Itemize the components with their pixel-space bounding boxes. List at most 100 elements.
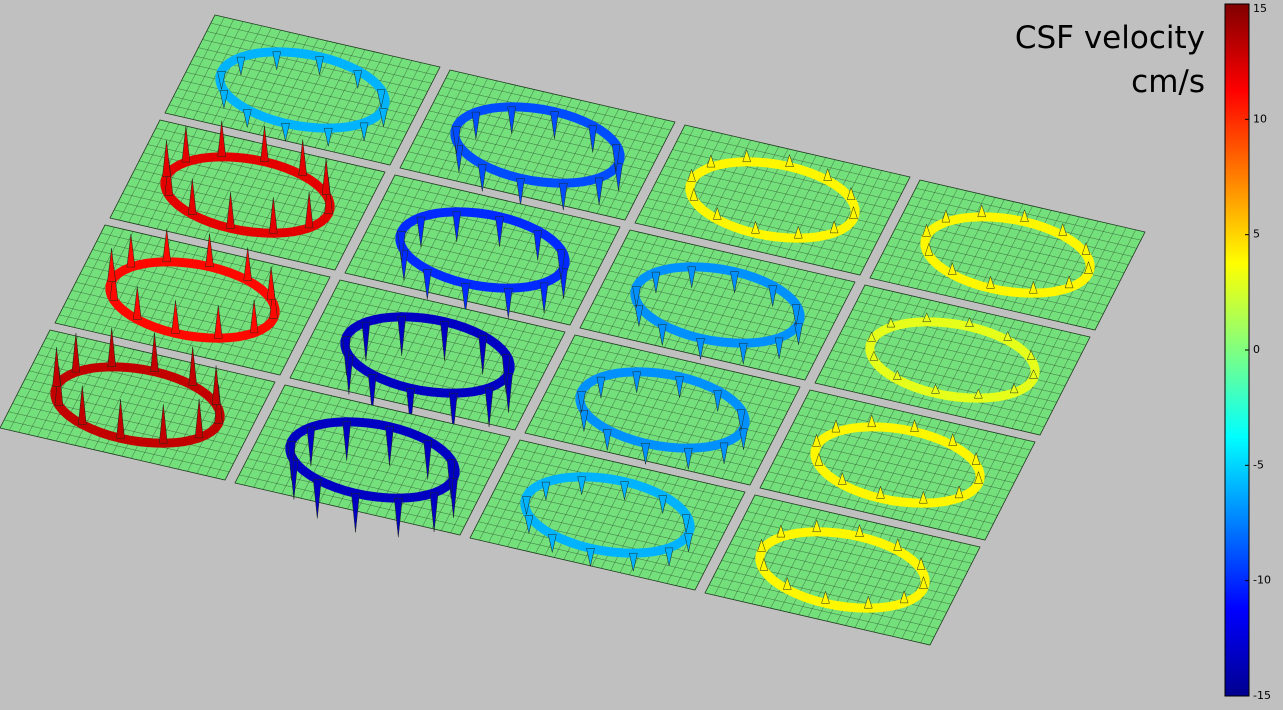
velocity-spike (541, 481, 551, 501)
colorbar-tick-label: 5 (1253, 228, 1260, 241)
mesh-line (134, 168, 361, 222)
velocity-spike (867, 414, 877, 428)
colorbar-tick-label: -5 (1253, 458, 1264, 471)
velocity-spike (516, 178, 525, 206)
velocity-spike (941, 209, 951, 223)
velocity-spike (919, 575, 928, 589)
velocity-spike (577, 476, 587, 495)
mesh-line (639, 214, 865, 268)
colorbar-tick-label: 15 (1253, 2, 1267, 15)
velocity-spike (342, 336, 351, 376)
velocity-spike (298, 139, 307, 176)
velocity-spike (71, 333, 81, 373)
velocity-spike (791, 304, 801, 326)
velocity-spike (556, 249, 566, 280)
velocity-spike (269, 285, 278, 319)
mesh-line (882, 253, 1108, 306)
mesh-line (280, 392, 506, 446)
mesh-line (314, 328, 541, 382)
velocity-spike (713, 390, 723, 412)
velocity-spike (315, 56, 324, 75)
mesh-line (819, 374, 1045, 428)
velocity-spike (821, 590, 830, 604)
velocity-spike (977, 204, 987, 218)
velocity-spike (684, 533, 693, 552)
mesh-line (604, 278, 831, 332)
velocity-spike (162, 228, 171, 263)
velocity-spike (446, 459, 456, 499)
velocity-spike (641, 443, 650, 465)
mesh-line (390, 182, 616, 236)
velocity-spike (306, 426, 316, 467)
velocity-spike (712, 206, 722, 220)
velocity-spike (893, 537, 903, 551)
mesh-line (562, 359, 788, 412)
velocity-spike (986, 275, 995, 289)
velocity-spike (1084, 260, 1093, 274)
velocity-spike (107, 327, 116, 368)
mesh-line (59, 314, 285, 368)
velocity-spike (272, 51, 282, 70)
velocity-spike (588, 125, 597, 153)
velocity-spike (922, 312, 932, 323)
velocity-spike (681, 514, 691, 533)
velocity-spike (219, 90, 229, 109)
velocity-spike (1064, 275, 1074, 289)
velocity-spike (287, 441, 296, 481)
mesh-line (617, 254, 843, 307)
velocity-spike (504, 287, 513, 319)
mesh-line (507, 464, 733, 517)
mesh-line (474, 529, 700, 583)
velocity-spike (323, 127, 333, 147)
velocity-spike (376, 89, 386, 108)
velocity-spike (782, 576, 792, 590)
velocity-spike (687, 168, 696, 182)
colorbar-label: cm/s (1131, 64, 1205, 100)
velocity-spike (924, 242, 934, 256)
velocity-spike (632, 286, 641, 308)
mesh-line (625, 237, 851, 291)
velocity-spike (1003, 330, 1013, 341)
velocity-spike (577, 391, 586, 413)
velocity-spike (632, 371, 642, 393)
velocity-spike (899, 590, 909, 604)
velocity-spike (495, 216, 504, 247)
velocity-spike (214, 305, 223, 339)
velocity-spike (706, 154, 716, 168)
velocity-spike (78, 385, 87, 425)
velocity-spike (1009, 383, 1019, 394)
velocity-spike (594, 177, 604, 205)
mesh-line (852, 309, 1078, 362)
velocity-spike (107, 248, 116, 282)
mesh-line (729, 543, 956, 597)
mesh-line (772, 463, 998, 516)
velocity-spike (916, 556, 926, 570)
velocity-spike (162, 140, 171, 177)
velocity-spike (164, 159, 174, 196)
surface (0, 14, 1146, 646)
velocity-spike (507, 106, 516, 134)
mesh-line (860, 292, 1086, 346)
velocity-spike (461, 283, 470, 314)
mesh-line (750, 502, 976, 556)
velocity-spike (687, 266, 697, 288)
mesh-line (570, 342, 796, 396)
velocity-spike (886, 317, 896, 328)
velocity-spike (159, 404, 168, 444)
velocity-spike (205, 233, 214, 267)
velocity-spike (1020, 208, 1029, 222)
velocity-spike (423, 269, 432, 300)
mesh-line (584, 319, 810, 373)
velocity-spike (116, 399, 125, 439)
mesh-line (680, 132, 906, 186)
velocity-spike (361, 321, 371, 362)
colorbar-tick-label: -10 (1253, 574, 1271, 587)
velocity-spike (171, 300, 180, 334)
velocity-spike (249, 299, 259, 334)
velocity-spike (188, 346, 197, 386)
velocity-spike (812, 433, 821, 447)
velocity-spike (757, 538, 766, 552)
velocity-spike (266, 266, 276, 300)
velocity-spike (831, 419, 841, 433)
mesh-line (24, 378, 251, 432)
